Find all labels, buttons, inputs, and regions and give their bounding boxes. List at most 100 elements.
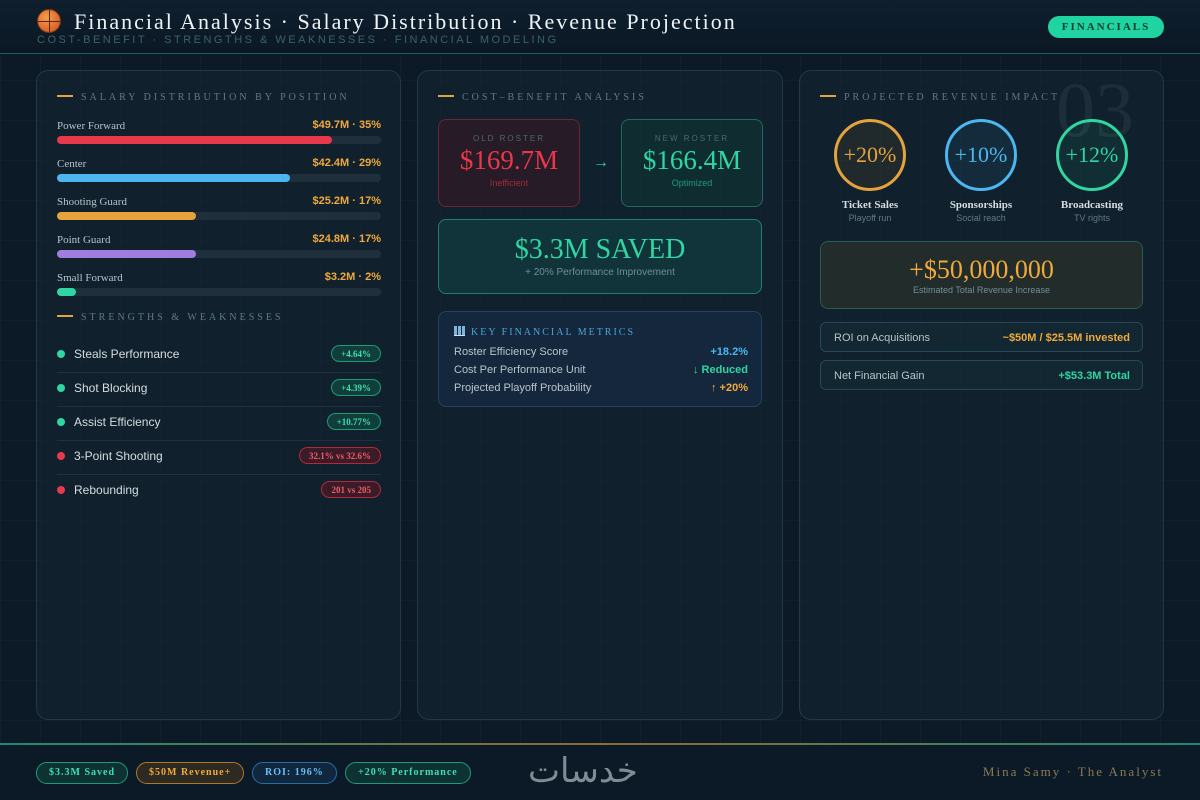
salary-bar-track [57, 212, 381, 220]
metric-label: Projected Playoff Probability [454, 382, 592, 394]
salary-value: $25.2M · 17% [312, 195, 381, 207]
arrow-right-icon: → [593, 154, 609, 171]
salary-row-center: Center $42.4M · 29% [57, 157, 381, 196]
old-roster-note: Inefficient [489, 178, 529, 188]
salary-position-label: Center [57, 158, 87, 170]
metric-value: ↓ Reduced [692, 364, 748, 376]
new-roster-card: NEW ROSTER $166.4M Optimized [621, 119, 763, 207]
total-revenue-amount: +$50,000,000 [909, 255, 1054, 284]
salary-section-title: SALARY DISTRIBUTION BY POSITION [57, 92, 350, 103]
salary-row-power-forward: Power Forward $49.7M · 35% [57, 119, 381, 158]
revenue-tag[interactable]: $50M Revenue+ [136, 762, 245, 784]
ticket-sales-circle: +20% [834, 119, 906, 191]
new-roster-caption: NEW ROSTER [654, 134, 730, 143]
savings-note: + 20% Performance Improvement [525, 267, 675, 278]
roi-tag[interactable]: ROI: 196% [252, 762, 337, 784]
old-roster-caption: OLD ROSTER [472, 134, 545, 143]
bad-status-dot [57, 452, 65, 460]
strength-name: Assist Efficiency [74, 415, 161, 429]
salary-position-label: Power Forward [57, 120, 126, 132]
total-revenue-note: Estimated Total Revenue Increase [913, 285, 1050, 295]
circle-desc: TV rights [1073, 213, 1110, 223]
weakness-badge: 32.1% vs 32.6% [298, 447, 381, 464]
circle-desc: Social reach [956, 213, 1006, 223]
metric-value: +18.2% [710, 346, 748, 358]
ticket-sales-label: Ticket Sales Playoff run [815, 199, 925, 223]
old-roster-card: OLD ROSTER $169.7M Inefficient [438, 119, 580, 207]
savings-card: $3.3M SAVED + 20% Performance Improvemen… [438, 219, 762, 294]
bad-status-dot [57, 486, 65, 494]
circle-desc: Playoff run [848, 213, 892, 223]
strength-name: Shot Blocking [74, 381, 148, 395]
salary-value: $42.4M · 29% [312, 157, 381, 169]
salary-row-shooting-guard: Shooting Guard $25.2M · 17% [57, 195, 381, 234]
author-credit: Mina Samy · The Analyst [982, 764, 1163, 779]
strength-row: Shot Blocking +4.39% [57, 373, 381, 407]
net-gain-row: Net Financial Gain +$53.3M Total [820, 360, 1143, 390]
strength-badge: +4.64% [331, 345, 381, 362]
salary-value: $49.7M · 35% [312, 119, 381, 131]
sponsorships-circle: +10% [945, 119, 1017, 191]
strength-badge: +4.39% [331, 379, 381, 396]
metric-value: ↑ +20% [711, 382, 748, 394]
cost-section-title: COST–BENEFIT ANALYSIS [438, 92, 647, 103]
sponsorships-label: Sponsorships Social reach [926, 199, 1036, 223]
metric-label: Roster Efficiency Score [454, 346, 569, 358]
strengths-section-title: STRENGTHS & WEAKNESSES [57, 312, 284, 323]
salary-bar-fill [57, 136, 333, 144]
salary-position-label: Shooting Guard [57, 196, 127, 208]
circle-name: Ticket Sales [841, 199, 899, 211]
salary-row-point-guard: Point Guard $24.8M · 17% [57, 233, 381, 272]
revenue-section-title: PROJECTED REVENUE IMPACT [820, 92, 1060, 103]
broadcasting-circle: +12% [1056, 119, 1128, 191]
page-title: Financial Analysis · Salary Distribution… [74, 9, 737, 34]
roi-row: ROI on Acquisitions ~$50M / $25.5M inves… [820, 322, 1143, 352]
savings-amount: $3.3M SAVED [514, 234, 686, 265]
performance-tag[interactable]: +20% Performance [345, 762, 471, 784]
salary-position-label: Small Forward [57, 272, 123, 284]
good-status-dot [57, 418, 65, 426]
salary-bar-fill [57, 250, 197, 258]
salary-value: $24.8M · 17% [312, 233, 381, 245]
circle-name: Broadcasting [1060, 199, 1124, 211]
broadcasting-label: Broadcasting TV rights [1037, 199, 1147, 223]
weakness-name: Rebounding [74, 483, 139, 497]
brand-logo: خدسات [528, 751, 638, 791]
footer-divider [0, 743, 1200, 745]
roi-label: ROI on Acquisitions [834, 332, 930, 344]
key-metrics-card: KEY FINANCIAL METRICS Roster Efficiency … [438, 311, 762, 407]
metric-label: Cost Per Performance Unit [454, 364, 586, 376]
roi-value: ~$50M / $25.5M invested [1002, 332, 1130, 344]
new-roster-note: Optimized [671, 178, 713, 188]
key-metrics-title: KEY FINANCIAL METRICS [454, 326, 635, 338]
net-gain-value: +$53.3M Total [1058, 370, 1130, 382]
weakness-badge: 201 vs 205 [321, 481, 381, 498]
salary-bar-fill [57, 174, 291, 182]
salary-position-label: Point Guard [57, 234, 111, 246]
circle-name: Sponsorships [949, 199, 1013, 211]
salary-bar-track [57, 136, 381, 144]
salary-panel: SALARY DISTRIBUTION BY POSITION Power Fo… [36, 70, 401, 720]
strength-name: Steals Performance [74, 347, 180, 361]
revenue-panel: 03 PROJECTED REVENUE IMPACT +20% +10% +1… [799, 66, 1164, 720]
weakness-row: Rebounding 201 vs 205 [57, 475, 381, 509]
old-roster-amount: $169.7M [459, 145, 559, 175]
savings-tag[interactable]: $3.3M Saved [36, 762, 128, 784]
net-gain-label: Net Financial Gain [834, 370, 925, 382]
salary-bar-track [57, 250, 381, 258]
footer: $3.3M Saved $50M Revenue+ ROI: 196% +20%… [0, 745, 1200, 800]
strength-row: Assist Efficiency +10.77% [57, 407, 381, 441]
financials-badge[interactable]: FINANCIALS [1048, 16, 1164, 38]
salary-bar-fill [57, 288, 77, 296]
total-revenue-card: +$50,000,000 Estimated Total Revenue Inc… [820, 241, 1143, 309]
strength-badge: +10.77% [326, 413, 381, 430]
basketball-icon [37, 9, 61, 33]
salary-bar-track [57, 174, 381, 182]
cost-benefit-panel: COST–BENEFIT ANALYSIS OLD ROSTER $169.7M… [417, 70, 783, 720]
header: Financial Analysis · Salary Distribution… [0, 0, 1200, 54]
salary-bar-track [57, 288, 381, 296]
weakness-row: 3-Point Shooting 32.1% vs 32.6% [57, 441, 381, 475]
page-subtitle: COST-BENEFIT · STRENGTHS & WEAKNESSES · … [37, 34, 559, 46]
strength-row: Steals Performance +4.64% [57, 339, 381, 373]
weakness-name: 3-Point Shooting [74, 449, 163, 463]
